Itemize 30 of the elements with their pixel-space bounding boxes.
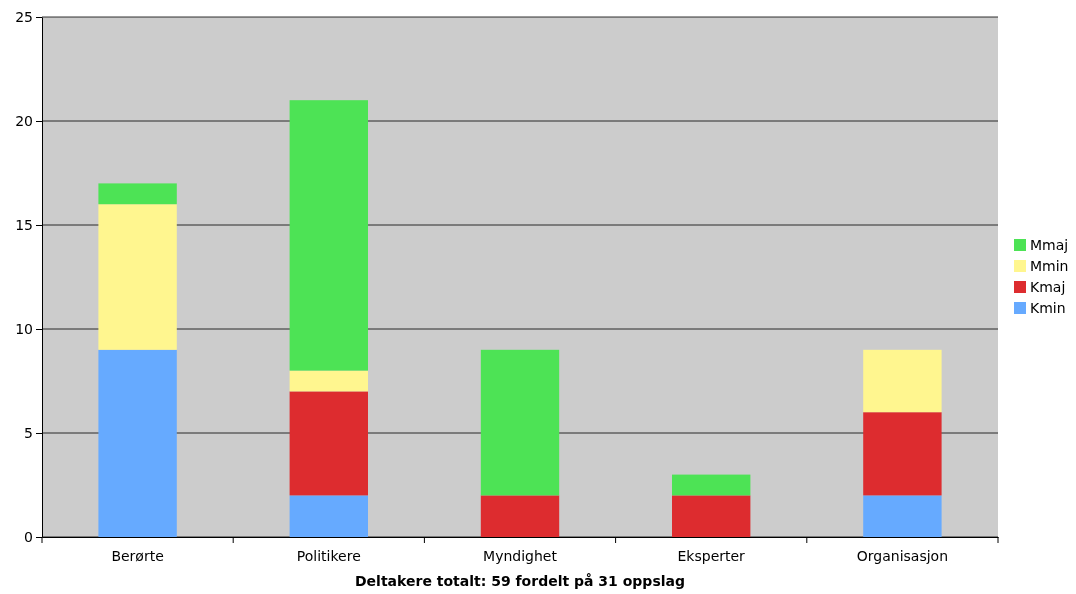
legend-label: Kmaj <box>1030 279 1066 295</box>
bar <box>289 100 368 371</box>
x-axis-title: Deltakere totalt: 59 fordelt på 31 oppslag <box>355 573 685 589</box>
x-tick-label: Organisasjon <box>856 547 949 564</box>
legend-label: Kmin <box>1030 300 1066 316</box>
bar <box>863 349 942 413</box>
x-tick-label: Politikere <box>296 547 361 564</box>
bar <box>98 183 177 205</box>
y-tick-label: 10 <box>15 320 33 337</box>
bar <box>672 474 751 496</box>
x-tick-label: Eksperter <box>677 547 746 564</box>
bar <box>672 495 751 537</box>
y-tick-label: 5 <box>24 424 33 441</box>
x-tick-label: Myndighet <box>483 547 558 564</box>
bar <box>98 349 177 537</box>
bar <box>480 349 560 496</box>
y-tick-label: 0 <box>24 528 33 545</box>
y-tick-label: 25 <box>15 8 33 25</box>
y-tick-label: 15 <box>15 216 33 233</box>
legend-label: Mmaj <box>1030 237 1069 253</box>
bar <box>289 391 368 496</box>
bar <box>98 204 177 350</box>
legend-label: Mmin <box>1030 258 1069 274</box>
bar <box>289 370 368 392</box>
x-tick-label: Berørte <box>111 547 164 564</box>
bar <box>480 495 560 537</box>
bar <box>289 495 368 537</box>
y-tick-label: 20 <box>15 112 33 129</box>
bar <box>863 495 942 537</box>
bar <box>863 412 942 496</box>
